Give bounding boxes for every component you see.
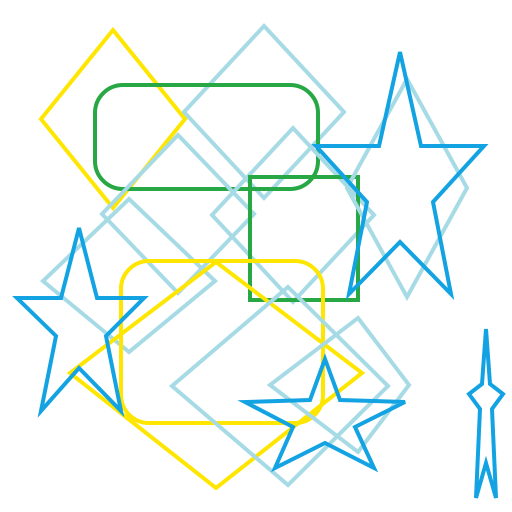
light-blue-diamond-right: [344, 74, 470, 302]
blue-star-bottom-center: [237, 353, 406, 473]
yellow-diamond-bottom-center: [66, 259, 366, 491]
blue-narrow-star-right-edge: [466, 328, 506, 499]
light-blue-diamond-left: [99, 132, 257, 296]
light-blue-diamond-top-center: [181, 23, 347, 201]
blue-star-left: [12, 227, 149, 418]
light-blue-diamond-bottom-right: [266, 315, 412, 455]
yellow-diamond-top-left: [38, 26, 188, 212]
blue-star-top-right: [311, 51, 489, 301]
green-rounded-rectangle-top: [93, 83, 320, 191]
light-blue-diamond-bottom-center: [168, 284, 391, 488]
